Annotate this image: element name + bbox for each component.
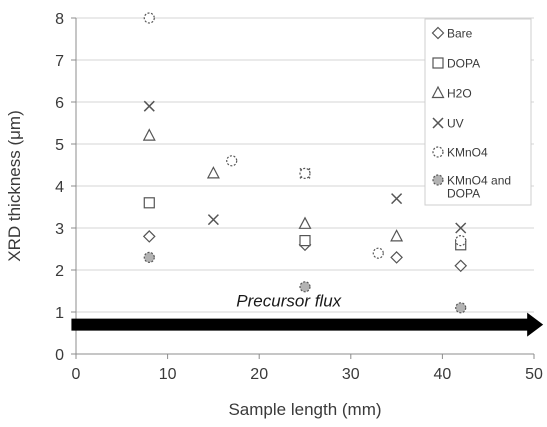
data-point-kmno4: [372, 247, 384, 259]
legend-marker-kmno4-and-dopa: [432, 174, 444, 186]
y-tick-labels: 0 1 2 3 4 5 6 7 8: [55, 11, 64, 364]
data-point-dopa: [143, 197, 155, 209]
data-point-uv: [455, 222, 467, 234]
y-tick-label: 8: [55, 11, 64, 28]
y-tick-label: 1: [55, 305, 64, 322]
data-point-uv: [143, 100, 155, 112]
data-point-h2o: [142, 128, 156, 141]
data-point-kmno4-and-dopa: [299, 281, 311, 293]
legend-marker-h2o: [431, 85, 445, 99]
x-tick-labels: 0 10 20 30 40 50: [72, 366, 543, 383]
precursor-flux-label: Precursor flux: [236, 292, 341, 311]
legend-marker-kmno4: [432, 146, 444, 158]
legend-marker-bare: [431, 26, 445, 40]
data-point-uv: [207, 214, 219, 226]
legend-label-h2o: H2O: [447, 87, 472, 101]
y-tick-label: 4: [55, 179, 64, 196]
legend-marker-dopa: [432, 57, 444, 69]
data-point-dopa: [299, 235, 311, 247]
x-tick-label: 40: [434, 366, 452, 383]
y-tick-label: 5: [55, 137, 64, 154]
x-tick-label: 30: [342, 366, 360, 383]
data-point-bare: [454, 259, 468, 273]
y-axis-label: XRD thickness (μm): [5, 110, 24, 261]
precursor-flux-arrow-group: Precursor flux: [71, 292, 544, 337]
legend-box: [424, 18, 532, 206]
data-point-h2o: [298, 216, 312, 229]
y-tick-label: 7: [55, 53, 64, 70]
x-tick-label: 10: [159, 366, 177, 383]
data-point-kmno4: [226, 155, 238, 167]
x-axis-label: Sample length (mm): [228, 400, 381, 419]
data-point-kmno4: [455, 235, 467, 247]
data-point-bare: [390, 251, 403, 264]
y-tick-label: 2: [55, 263, 64, 280]
data-point-kmno4: [299, 167, 311, 179]
data-points: [142, 12, 468, 314]
legend-label-dopa: DOPA: [447, 57, 480, 71]
data-point-kmno4-and-dopa: [143, 251, 155, 263]
data-point-bare: [142, 230, 156, 243]
legend-label-bare: Bare: [447, 27, 473, 41]
data-point-h2o: [206, 166, 220, 179]
data-point-kmno4: [143, 12, 155, 24]
legend-label-kmno4-and-dopa: KMnO4 and DOPA: [447, 174, 511, 201]
legend: Bare DOPA H2O UV KMnO4 KMnO4 and DOPA: [424, 18, 532, 206]
x-tick-label: 0: [72, 366, 81, 383]
y-tick-label: 3: [55, 221, 64, 238]
data-point-uv: [391, 193, 403, 205]
x-tick-label: 50: [525, 366, 543, 383]
x-tick-label: 20: [250, 366, 268, 383]
data-point-h2o: [390, 229, 404, 242]
y-tick-label: 0: [55, 347, 64, 364]
legend-marker-uv: [432, 117, 444, 129]
legend-label-uv: UV: [447, 117, 464, 131]
y-tick-label: 6: [55, 95, 64, 112]
data-point-kmno4-and-dopa: [455, 302, 467, 314]
axes: [71, 17, 535, 359]
legend-label-kmno4: KMnO4: [447, 146, 488, 160]
precursor-flux-arrow: [71, 312, 544, 337]
